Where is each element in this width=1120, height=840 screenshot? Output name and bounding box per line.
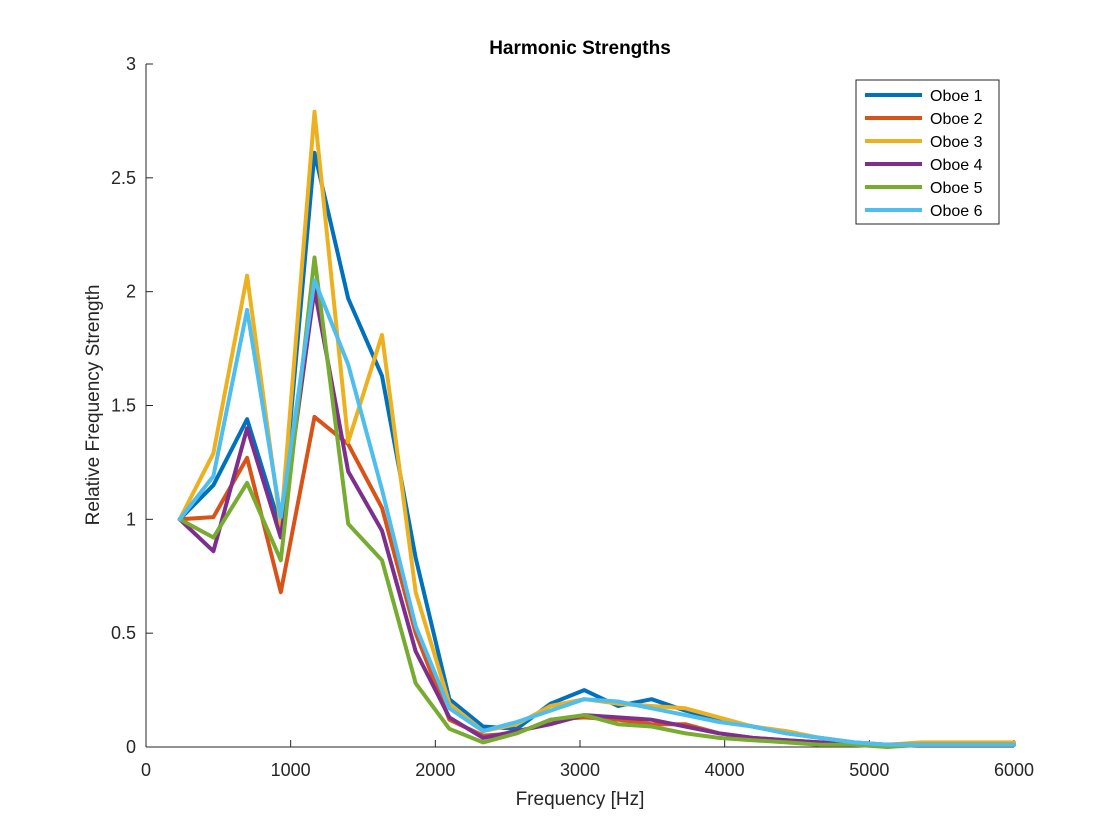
legend-label: Oboe 3	[930, 134, 983, 151]
chart-title: Harmonic Strengths	[489, 38, 671, 59]
x-tick-label: 2000	[415, 760, 455, 780]
x-tick-label: 1000	[271, 760, 311, 780]
legend-label: Oboe 6	[930, 203, 983, 220]
x-tick-label: 0	[141, 760, 151, 780]
y-tick-label: 3	[126, 54, 136, 74]
series-layer	[177, 109, 1016, 749]
series-line-oboe-5	[177, 255, 1016, 749]
plot-axes: 0 1000 2000 3000 4000 5000 6000 0 0.5 1 1.5 2 2.5 3	[111, 54, 1034, 780]
x-tick-label: 3000	[560, 760, 600, 780]
legend-label: Oboe 2	[930, 111, 983, 128]
y-tick-label: 2	[126, 282, 136, 302]
x-axis-label: Frequency [Hz]	[516, 789, 645, 810]
x-tick-label: 5000	[849, 760, 889, 780]
x-tick-label: 4000	[705, 760, 745, 780]
legend: Oboe 1 Oboe 2 Oboe 3 Oboe 4 Oboe 5 Oboe 6	[855, 79, 1000, 225]
y-tick-label: 1	[126, 509, 136, 529]
y-tick-label: 0	[126, 737, 136, 757]
legend-box	[855, 79, 1000, 225]
y-tick-label: 0.5	[111, 623, 136, 643]
y-tick-label: 2.5	[111, 168, 136, 188]
x-tick-label: 6000	[994, 760, 1034, 780]
legend-label: Oboe 4	[930, 157, 983, 174]
series-line-oboe-6	[177, 278, 1016, 747]
legend-label: Oboe 1	[930, 88, 983, 105]
y-axis-label: Relative Frequency Strength	[83, 285, 104, 526]
legend-label: Oboe 5	[930, 180, 983, 197]
y-tick-label: 1.5	[111, 396, 136, 416]
